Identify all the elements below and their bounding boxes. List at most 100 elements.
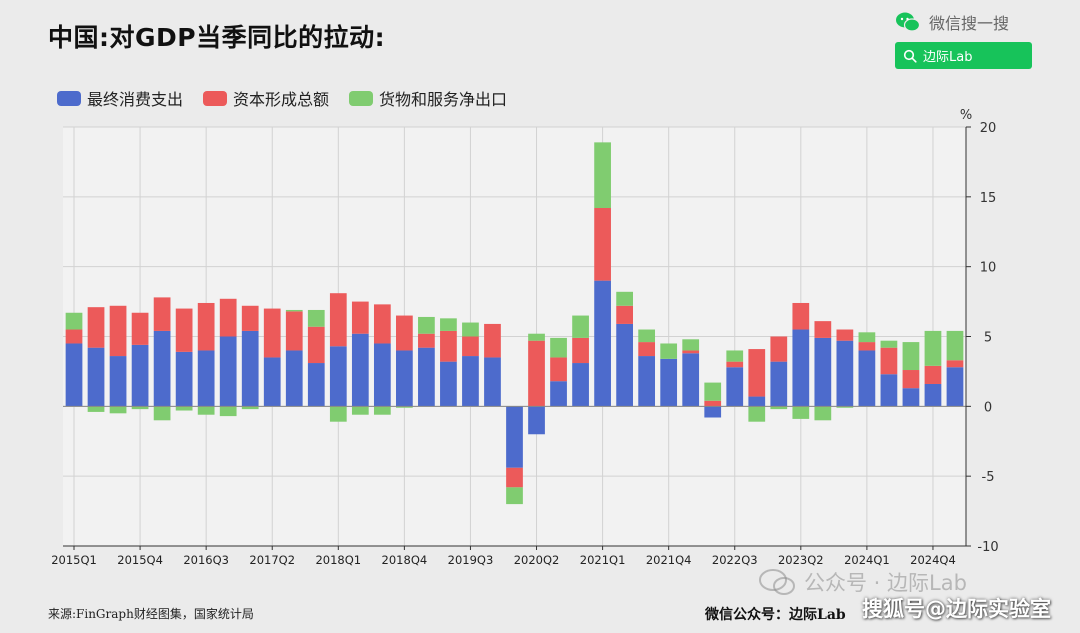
bar-segment-2-2016Q1 bbox=[153, 406, 171, 421]
bar-segment-0-2024Q1 bbox=[858, 350, 876, 407]
bar-segment-1-2024Q2 bbox=[880, 347, 898, 375]
bar-segment-0-2016Q2 bbox=[175, 351, 193, 407]
bar-segment-0-2023Q3 bbox=[814, 337, 832, 407]
bar-segment-0-2020Q3 bbox=[550, 381, 567, 407]
bar-segment-0-2018Q3 bbox=[373, 343, 391, 407]
wechat-search-label: 微信搜一搜 bbox=[929, 14, 1010, 33]
bar-segment-2-2015Q3 bbox=[109, 406, 127, 414]
legend-label-net-exports: 货物和服务净出口 bbox=[379, 90, 508, 109]
bar-segment-2-2025Q1 bbox=[946, 330, 964, 361]
legend-label-capital: 资本形成总额 bbox=[233, 90, 330, 109]
bar-segment-0-2016Q3 bbox=[197, 350, 215, 407]
bar-segment-0-2020Q4 bbox=[572, 363, 589, 407]
watermark-public-account: 公众号 · 边际Lab bbox=[758, 567, 967, 597]
bar-segment-1-2018Q4 bbox=[396, 315, 413, 351]
bar-segment-1-2017Q3 bbox=[285, 311, 303, 351]
wechat-search-header[interactable]: 微信搜一搜 bbox=[895, 10, 1009, 34]
bar-segment-1-2015Q4 bbox=[131, 312, 149, 345]
x-tick-label: 2024Q4 bbox=[910, 553, 956, 567]
y-tick-label: 20 bbox=[980, 121, 997, 136]
bar-segment-0-2024Q2 bbox=[880, 374, 898, 407]
bar-segment-1-2023Q2 bbox=[792, 302, 810, 330]
x-tick-label: 2018Q1 bbox=[315, 553, 361, 567]
x-tick-label: 2022Q3 bbox=[712, 553, 758, 567]
bar-segment-2-2018Q2 bbox=[351, 406, 369, 415]
search-box[interactable]: 边际Lab bbox=[895, 42, 1032, 69]
bar-segment-2-2018Q4 bbox=[396, 406, 413, 408]
y-tick-label: -5 bbox=[982, 470, 995, 485]
bar-segment-0-2019Q3 bbox=[462, 356, 479, 407]
bar-segment-1-2016Q2 bbox=[175, 308, 193, 352]
wechat-icon bbox=[896, 12, 921, 32]
bar-segment-1-2019Q2 bbox=[440, 330, 457, 362]
x-tick-label: 2019Q3 bbox=[448, 553, 494, 567]
bar-segment-0-2017Q3 bbox=[285, 350, 303, 407]
bar-segment-2-2022Q2 bbox=[704, 382, 722, 401]
legend-label-consumption: 最终消费支出 bbox=[87, 90, 184, 109]
bar-segment-1-2020Q2 bbox=[528, 340, 545, 407]
bar-segment-1-2020Q4 bbox=[572, 337, 589, 364]
x-tick-label: 2018Q4 bbox=[382, 553, 428, 567]
y-unit-label: % bbox=[960, 108, 972, 123]
bar-segment-0-2021Q4 bbox=[660, 358, 678, 407]
bar-segment-0-2020Q2 bbox=[528, 406, 545, 435]
bar-segment-0-2015Q4 bbox=[131, 344, 149, 407]
bar-segment-0-2018Q2 bbox=[351, 333, 369, 407]
bar-segment-2-2020Q4 bbox=[572, 315, 589, 338]
bar-segment-1-2025Q1 bbox=[946, 360, 964, 368]
x-tick-label: 2020Q2 bbox=[514, 553, 560, 567]
bar-segment-1-2016Q1 bbox=[153, 297, 171, 331]
bar-segment-1-2018Q2 bbox=[351, 301, 369, 334]
bar-segment-2-2021Q2 bbox=[616, 291, 633, 306]
bar-segment-1-2016Q3 bbox=[197, 302, 215, 351]
bar-segment-1-2015Q2 bbox=[87, 307, 105, 348]
bar-segment-1-2017Q2 bbox=[263, 308, 281, 358]
bar-segment-2-2016Q3 bbox=[197, 406, 215, 415]
bar-segment-0-2023Q2 bbox=[792, 329, 810, 407]
bar-segment-2-2023Q3 bbox=[814, 406, 832, 421]
bar-segment-0-2019Q1 bbox=[418, 347, 435, 407]
bar-segment-1-2022Q1 bbox=[682, 350, 700, 354]
bar-segment-1-2019Q1 bbox=[418, 333, 435, 348]
bars bbox=[65, 142, 964, 505]
x-tick-label: 2023Q2 bbox=[778, 553, 824, 567]
y-tick-label: -10 bbox=[977, 540, 998, 555]
footer-wechat-account: 微信公众号：边际Lab bbox=[705, 607, 846, 623]
bar-segment-2-2020Q2 bbox=[528, 333, 545, 341]
legend-swatch-consumption bbox=[57, 90, 81, 106]
bar-segment-2-2019Q1 bbox=[418, 316, 435, 334]
bar-segment-0-2018Q1 bbox=[329, 346, 347, 407]
bar-segment-1-2021Q1 bbox=[594, 208, 611, 281]
bar-segment-0-2024Q4 bbox=[924, 383, 942, 407]
bar-segment-0-2025Q1 bbox=[946, 367, 964, 407]
bar-segment-1-2019Q3 bbox=[462, 336, 479, 357]
axes: -10 -5 0 5 10 15 20% 2015Q1 2015Q4 2016Q3 2017Q2 20… bbox=[51, 108, 998, 567]
bar-segment-0-2024Q3 bbox=[902, 388, 920, 407]
bar-segment-0-2015Q1 bbox=[65, 343, 83, 407]
bar-segment-0-2019Q4 bbox=[484, 357, 501, 407]
bar-segment-1-2016Q4 bbox=[219, 298, 237, 337]
chart-title: 中国:对GDP当季同比的拉动: bbox=[48, 23, 386, 52]
wechat-watermark-icon bbox=[759, 569, 795, 595]
bar-segment-1-2018Q1 bbox=[329, 293, 347, 347]
bar-segment-1-2015Q1 bbox=[65, 329, 83, 344]
legend-swatch-capital bbox=[203, 90, 228, 106]
bar-segment-1-2022Q3 bbox=[726, 361, 744, 368]
bar-segment-1-2020Q1 bbox=[506, 467, 523, 488]
bar-segment-2-2021Q1 bbox=[594, 142, 611, 209]
bar-segment-1-2019Q4 bbox=[484, 323, 501, 358]
bar-segment-2-2015Q1 bbox=[65, 312, 83, 330]
bar-segment-2-2017Q4 bbox=[307, 309, 325, 327]
y-tick-label: 0 bbox=[984, 400, 992, 415]
bar-segment-0-2021Q3 bbox=[638, 356, 656, 407]
bar-segment-1-2017Q4 bbox=[307, 326, 325, 364]
x-tick-label: 2015Q1 bbox=[51, 553, 97, 567]
bar-segment-2-2017Q1 bbox=[241, 406, 259, 410]
bar-segment-2-2024Q1 bbox=[858, 332, 876, 343]
watermark-1-text: 公众号 · 边际Lab bbox=[804, 571, 967, 595]
bar-segment-0-2017Q4 bbox=[307, 363, 325, 407]
legend-item-consumption: 最终消费支出 bbox=[57, 86, 183, 110]
bar-segment-0-2020Q1 bbox=[506, 406, 523, 468]
bar-segment-1-2018Q3 bbox=[373, 304, 391, 344]
